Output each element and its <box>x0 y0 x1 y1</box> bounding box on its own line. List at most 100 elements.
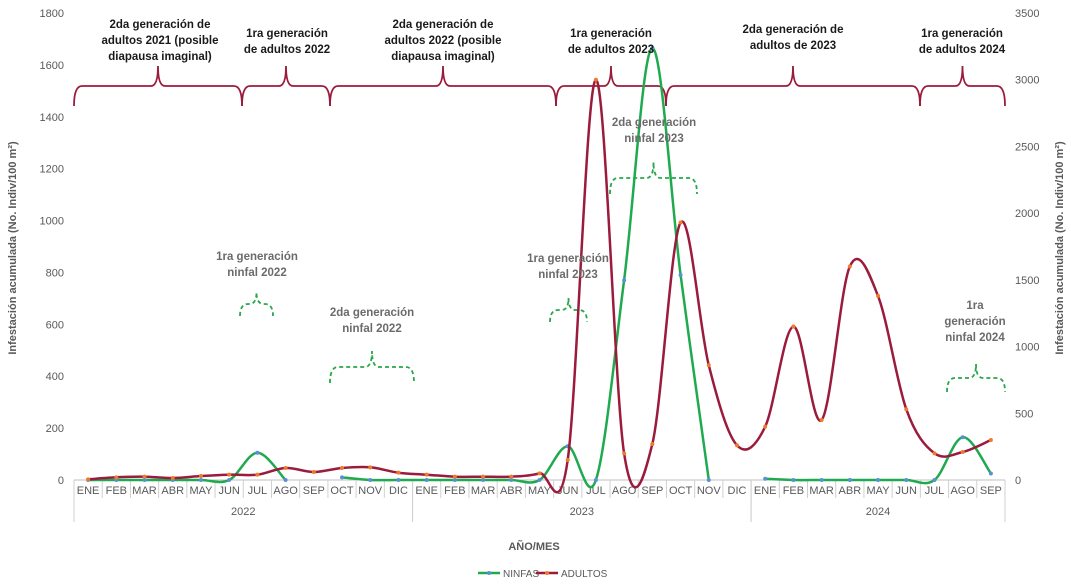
data-point-ninfas <box>452 478 457 482</box>
y-tick-label-right: 3000 <box>1015 75 1039 87</box>
y-tick-label-left: 200 <box>46 423 64 435</box>
y-tick-label-left: 1800 <box>40 8 64 20</box>
generation-brace <box>555 65 667 107</box>
x-tick-label: ABR <box>161 485 184 497</box>
y-tick-label-left: 1000 <box>40 216 64 228</box>
data-point-ninfas <box>988 471 993 476</box>
adult-generation-label-line: 2da generación de <box>743 24 844 36</box>
nymph-generation-label-line: ninfal 2024 <box>945 332 1005 344</box>
data-point-ninfas <box>678 273 683 278</box>
data-point-ninfas <box>283 478 288 482</box>
year-label: 2024 <box>866 506 890 518</box>
x-tick-label: MAR <box>471 485 496 497</box>
nymph-generation-label: 1ra generación ninfal 2022 <box>216 251 298 279</box>
generation-brace <box>239 291 274 317</box>
data-point-ninfas <box>255 450 260 455</box>
data-point-ninfas <box>876 478 881 482</box>
adult-generation-label: 1ra generación de adultos 2022 <box>244 28 330 56</box>
data-point-adultos <box>452 474 457 479</box>
data-point-adultos <box>904 407 909 412</box>
data-point-ninfas <box>847 478 852 482</box>
y-tick-label-left: 800 <box>46 267 64 279</box>
x-tick-label: NOV <box>697 485 722 497</box>
data-point-ninfas <box>791 478 796 482</box>
x-tick-label: OCT <box>330 485 354 497</box>
x-tick-label: ENE <box>415 485 438 497</box>
x-tick-label: MAY <box>528 485 552 497</box>
x-tick-label: SEP <box>303 485 325 497</box>
x-tick-label: OCT <box>669 485 693 497</box>
x-tick-label: DIC <box>728 485 747 497</box>
data-point-adultos <box>170 475 175 480</box>
data-point-adultos <box>537 471 542 476</box>
nymph-generation-label: 1ra generación ninfal 2023 <box>527 253 609 281</box>
x-tick-label: JUN <box>896 485 917 497</box>
adult-generation-label-line: de adultos 2022 <box>244 44 330 56</box>
legend: NINFAS ADULTOS <box>478 569 608 580</box>
x-tick-label: FEB <box>783 485 804 497</box>
year-label: 2023 <box>570 506 594 518</box>
series-line-ninfas <box>341 46 711 489</box>
data-point-adultos <box>988 437 993 442</box>
generation-brace <box>241 65 331 107</box>
data-point-adultos <box>876 293 881 298</box>
data-point-adultos <box>932 451 937 456</box>
adult-generation-label-line: 2da generación de <box>110 19 211 31</box>
data-point-adultos <box>791 324 796 329</box>
x-tick-label: MAY <box>189 485 213 497</box>
generation-brace <box>946 363 1006 393</box>
nymph-generation-label-line: generación <box>944 316 1005 328</box>
data-point-adultos <box>481 474 486 479</box>
generation-braces <box>73 65 1006 393</box>
data-point-ninfas <box>763 476 768 481</box>
data-point-ninfas <box>706 478 711 482</box>
adult-generation-label: 2da generación de adultos 2021 (posible di… <box>102 19 219 63</box>
generation-brace <box>329 65 557 107</box>
year-label: 2022 <box>231 506 255 518</box>
nymph-generation-label-line: ninfal 2023 <box>538 269 597 281</box>
x-tick-label: AGO <box>273 485 298 497</box>
x-tick-label: ABR <box>500 485 523 497</box>
legend-marker-adultos <box>545 571 549 575</box>
y-tick-label-left: 400 <box>46 371 64 383</box>
x-tick-label: NOV <box>358 485 383 497</box>
nymph-generation-label: 2da generación ninfal 2022 <box>330 307 414 335</box>
data-point-adultos <box>509 474 514 479</box>
x-tick-label: MAR <box>132 485 157 497</box>
data-point-adultos <box>424 472 429 477</box>
x-tick-label: MAY <box>867 485 891 497</box>
legend-marker-ninfas <box>487 571 491 575</box>
data-point-adultos <box>86 477 91 482</box>
adult-generation-label: 2da generación de adultos de 2023 <box>743 24 844 52</box>
y-tick-label-right: 0 <box>1015 475 1021 487</box>
nymph-generation-label-line: 1ra generación <box>216 251 298 263</box>
adult-generation-label-line: 1ra generación <box>921 28 1003 40</box>
data-point-adultos <box>763 424 768 429</box>
generation-brace <box>609 161 698 195</box>
data-point-adultos <box>847 264 852 269</box>
adult-generation-label-line: adultos 2021 (posible <box>102 35 219 47</box>
data-point-ninfas <box>424 478 429 482</box>
x-tick-label: FEB <box>444 485 465 497</box>
data-point-ninfas <box>932 478 937 482</box>
nymph-generation-label-line: 2da generación <box>330 307 414 319</box>
x-tick-label: SEP <box>641 485 663 497</box>
nymph-generation-label-line: 1ra generación <box>527 253 609 265</box>
x-tick-label: ENE <box>77 485 100 497</box>
series-line-ninfas <box>765 435 992 485</box>
nymph-generation-label-line: ninfal 2022 <box>342 323 401 335</box>
nymph-generation-label-line: ninfal 2023 <box>624 133 683 145</box>
y-tick-label-right: 1500 <box>1015 275 1039 287</box>
x-tick-label: SEP <box>980 485 1002 497</box>
legend-label-ninfas: NINFAS <box>503 569 539 580</box>
data-point-adultos <box>565 457 570 462</box>
legend-label-adultos: ADULTOS <box>561 569 608 580</box>
nymph-generation-label-line: 1ra <box>966 300 984 312</box>
x-tick-label: DIC <box>389 485 408 497</box>
data-point-adultos <box>593 77 598 82</box>
y-axis-title-right: Infestación acumulada (No. Indiv/100 m²) <box>1054 141 1066 355</box>
data-point-adultos <box>227 472 232 477</box>
data-point-ninfas <box>960 435 965 440</box>
data-point-adultos <box>960 449 965 454</box>
